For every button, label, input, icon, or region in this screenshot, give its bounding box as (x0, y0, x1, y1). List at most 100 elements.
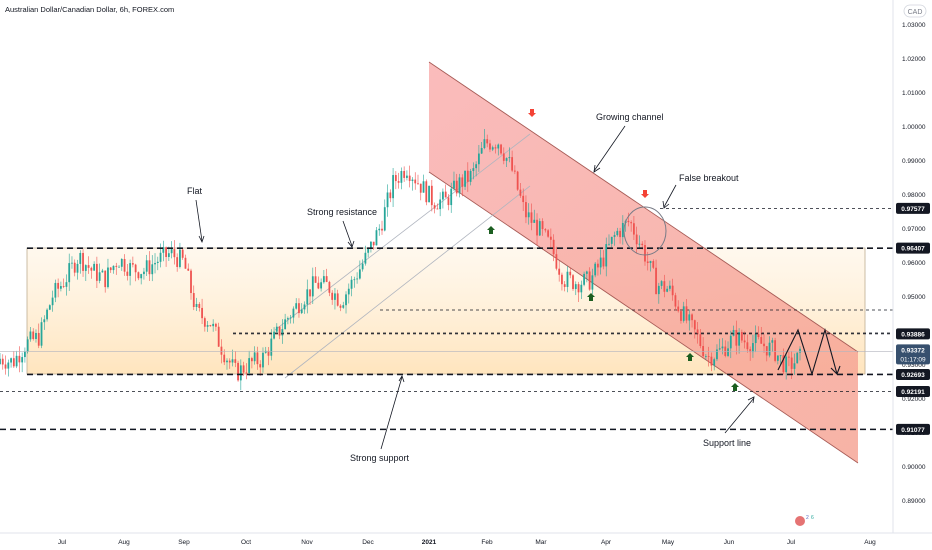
callout-arrowhead (198, 235, 205, 244)
candle-body (270, 338, 273, 356)
candle-body (461, 177, 464, 187)
callout-line (724, 397, 755, 434)
candle-body (24, 351, 26, 358)
candle-body (433, 205, 436, 209)
x-tick-label: Sep (178, 539, 190, 546)
candle-body (608, 243, 610, 245)
callout-line (380, 376, 403, 450)
callout-arrowhead (347, 240, 355, 248)
candle-body (394, 175, 397, 182)
candle-body (740, 332, 743, 341)
candle-body (691, 314, 693, 321)
candle-body (231, 359, 234, 363)
svg-text:2: 2 (806, 515, 809, 521)
growing-channel (429, 62, 858, 463)
candle-body (1, 358, 4, 365)
candle-body (760, 337, 763, 344)
candle-body (549, 236, 552, 240)
x-tick-label: Jul (787, 539, 796, 546)
candle-body (51, 297, 54, 306)
candle-body (763, 343, 765, 347)
candle-body (644, 245, 646, 262)
price-level-label: 0.97577 (901, 206, 925, 213)
candle-body (143, 271, 145, 275)
plot-area[interactable]: Flat Strong resistance Strong support Gr… (0, 0, 893, 533)
candle-body (190, 270, 192, 294)
candle-body (450, 188, 453, 206)
candle-body (203, 318, 206, 327)
candle-body (339, 305, 342, 308)
candle-body (220, 346, 223, 355)
candle-body (331, 292, 334, 300)
candle-body (129, 263, 132, 276)
y-tick-label: 0.95000 (902, 294, 926, 301)
candle-body (378, 228, 381, 231)
candle-body (309, 289, 311, 297)
price-level-label: 0.96407 (901, 246, 925, 253)
candle-body (356, 278, 358, 280)
candle-body (273, 331, 275, 339)
candle-body (234, 359, 237, 363)
candle-body (358, 269, 361, 279)
candle-body (215, 323, 217, 327)
arrow-down-icon (641, 190, 649, 198)
candle-body (239, 365, 242, 381)
candle-body (184, 257, 187, 269)
candle-body (533, 219, 536, 223)
candle-body (444, 191, 447, 198)
candle-body (300, 309, 303, 314)
candle-body (442, 191, 444, 200)
candle-body (635, 234, 638, 245)
candle-body (71, 262, 73, 264)
candle-body (187, 268, 190, 271)
y-tick-label: 0.98000 (902, 192, 926, 199)
candle-body (109, 267, 112, 271)
candle-body (353, 279, 356, 281)
candle-body (657, 285, 660, 295)
y-tick-label: 1.01000 (902, 90, 926, 97)
price-level-pill (896, 386, 930, 398)
candle-body (727, 348, 729, 356)
candle-body (666, 288, 669, 292)
price-axis[interactable]: 1.03000 1.02000 1.01000 1.00000 0.99000 0.980… (892, 0, 932, 533)
candle-body (749, 349, 752, 353)
candle-body (538, 221, 541, 236)
candle-body (406, 175, 408, 178)
candle-body (137, 272, 140, 279)
candle-body (198, 303, 201, 308)
candle-body (544, 229, 547, 231)
candle-body (796, 352, 799, 364)
candle-body (400, 170, 403, 183)
candle-body (680, 311, 682, 321)
candle-body (491, 147, 494, 150)
callout-arrowhead (747, 396, 755, 404)
candle-body (118, 266, 120, 268)
candle-body (799, 348, 801, 353)
chart-title: Australian Dollar/Canadian Dollar, 6h, F… (5, 5, 174, 14)
candle-body (90, 267, 93, 271)
candle-body (765, 346, 768, 356)
candle-body (334, 293, 336, 300)
price-level-pill (896, 202, 930, 214)
arrow-up-icon (686, 353, 694, 361)
candle-body (82, 252, 84, 271)
candle-body (732, 329, 735, 336)
projection-arrowhead (830, 365, 841, 375)
candle-body (594, 263, 597, 276)
candle-body (704, 356, 707, 357)
candle-body (599, 257, 602, 268)
time-axis[interactable]: Jul Aug Sep Oct Nov Dec 2021 Feb Mar Apr May Jun Jul… (0, 532, 932, 546)
candle-body (735, 329, 738, 346)
currency-badge[interactable]: CAD (903, 4, 927, 18)
candle-body (633, 223, 635, 235)
annotation-strong-resistance: Strong resistance (307, 207, 377, 217)
candle-body (131, 263, 134, 265)
candle-body (577, 284, 580, 293)
candle-body (317, 282, 320, 289)
candle-body (381, 228, 383, 231)
candle-body (774, 340, 776, 361)
candle-body (630, 222, 633, 224)
price-level-pill (896, 344, 930, 365)
ascending-line-lower (284, 185, 531, 379)
